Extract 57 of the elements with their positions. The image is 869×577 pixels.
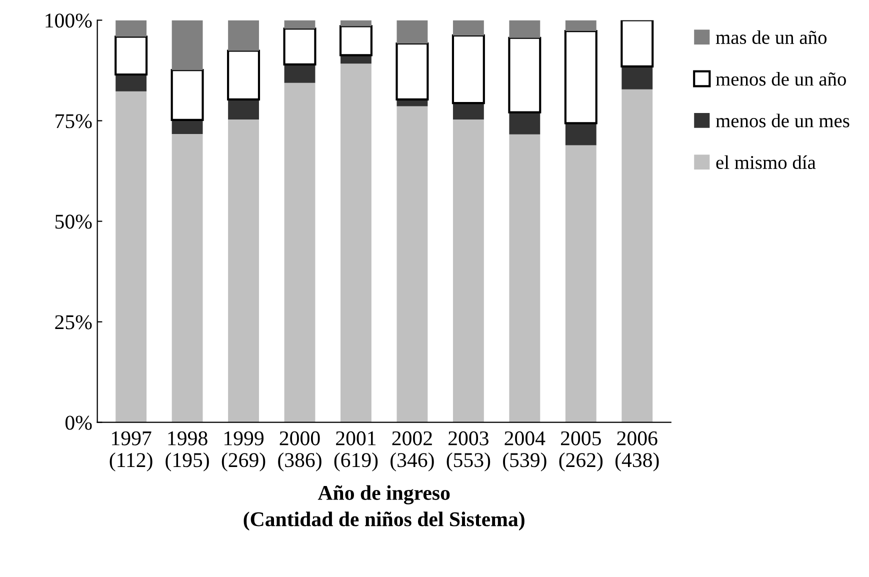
bar xyxy=(170,69,204,121)
bar xyxy=(509,134,540,422)
bar xyxy=(172,120,203,134)
x-tick-label: 2004 (539) xyxy=(503,431,546,472)
x-tick-label: 1999 (269) xyxy=(222,431,266,472)
bar xyxy=(565,20,596,32)
legend-label: menos de un mes xyxy=(716,114,850,128)
bar xyxy=(116,74,147,92)
x-tick-label: 1998 (195) xyxy=(166,431,209,472)
y-tick-label: 50% xyxy=(55,214,92,229)
bar xyxy=(452,34,485,104)
bar xyxy=(284,20,316,29)
bar xyxy=(452,120,484,422)
bar xyxy=(339,25,372,56)
bar xyxy=(564,30,598,124)
bar xyxy=(396,42,429,100)
x-tick-label: 2003 (553) xyxy=(446,431,490,472)
bar xyxy=(340,64,372,422)
legend-label: el mismo día xyxy=(716,155,816,170)
bar xyxy=(452,103,484,120)
bar xyxy=(114,36,148,76)
y-tick-label: 75% xyxy=(56,114,92,128)
bar xyxy=(340,20,372,26)
bar xyxy=(565,145,596,422)
bar xyxy=(172,134,203,422)
bar xyxy=(622,66,653,90)
bar xyxy=(227,50,260,100)
bar xyxy=(509,112,540,134)
y-tick-label: 100% xyxy=(46,14,92,28)
x-tick-label: 2001 (619) xyxy=(334,431,378,472)
bar xyxy=(622,89,653,422)
bar xyxy=(620,20,654,68)
bar xyxy=(396,106,428,422)
bar xyxy=(228,99,259,120)
legend-label: mas de un año xyxy=(716,30,827,44)
bar xyxy=(283,28,316,66)
x-tick-label: 2002 (346) xyxy=(390,431,434,472)
x-tick-label: 2005 (262) xyxy=(559,431,603,472)
bar xyxy=(284,64,316,83)
bar xyxy=(116,20,147,37)
bar xyxy=(228,20,259,51)
x-tick-label: 1997 (112) xyxy=(110,431,152,472)
bar xyxy=(509,20,540,38)
y-tick-label: 25% xyxy=(55,315,92,330)
x-axis-title: Año de ingreso (Cantidad de niños del Sistema) xyxy=(244,485,524,531)
bar xyxy=(172,20,203,70)
bar xyxy=(452,20,484,36)
x-tick-label: 2000 (386) xyxy=(278,431,322,472)
y-tick-label: 0% xyxy=(65,416,92,430)
bar xyxy=(508,36,542,114)
bar xyxy=(228,120,259,422)
bar xyxy=(396,20,428,44)
bar xyxy=(565,123,596,146)
bar xyxy=(284,82,316,422)
legend-label: menos de un año xyxy=(716,72,846,86)
bar xyxy=(116,91,147,422)
x-tick-label: 2006 (438) xyxy=(615,431,659,472)
